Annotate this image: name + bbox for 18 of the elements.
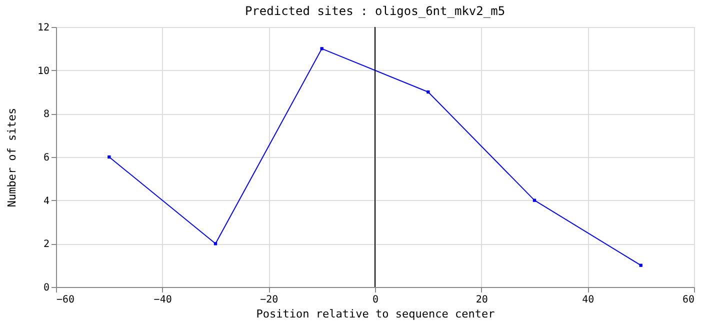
y-tick-label: 10 [37,66,50,77]
chart-title: Predicted sites : oligos_6nt_mkv2_m5 [244,4,506,18]
y-axis-title: Number of sites [5,108,18,208]
y-tick-label: 8 [43,109,50,120]
y-tick-label: 0 [43,282,50,294]
x-tick-label: −60 [56,294,75,306]
x-tick-label: −20 [260,294,278,306]
y-tick-label: 12 [37,22,50,34]
y-tick-label: 2 [43,239,50,250]
x-axis-title: Position relative to sequence center [256,308,496,320]
line-series [108,47,642,267]
x-tick-label: 40 [582,294,594,306]
x-tick-label: 60 [682,294,694,306]
x-tick-label: −40 [154,294,172,306]
y-tick-label: 4 [43,196,50,207]
y-tick-label: 6 [43,152,50,164]
x-tick-label: 0 [372,294,379,306]
x-tick-label: 20 [476,294,488,306]
